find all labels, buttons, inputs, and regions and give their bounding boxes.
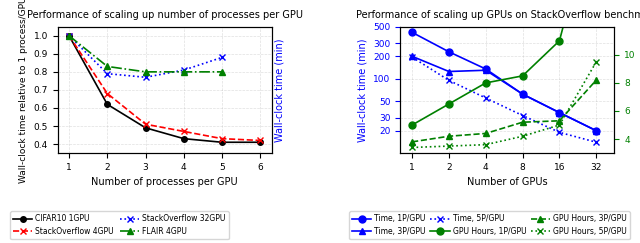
Time, 3P/GPU [408, 55, 416, 58]
Y-axis label: Wall-clock time (min): Wall-clock time (min) [275, 38, 285, 142]
Legend: CIFAR10 1GPU, StackOverflow 4GPU, StackOverflow 32GPU, FLAIR 4GPU: CIFAR10 1GPU, StackOverflow 4GPU, StackO… [10, 211, 228, 239]
GPU Hours, 5P/GPU [445, 145, 452, 148]
CIFAR10 1GPU [141, 126, 149, 129]
GPU Hours, 1P/GPU [408, 123, 416, 126]
GPU Hours, 3P/GPU [556, 119, 563, 122]
X-axis label: Number of processes per GPU: Number of processes per GPU [92, 177, 238, 187]
X-axis label: Number of GPUs: Number of GPUs [467, 177, 548, 187]
StackOverflow 4GPU [218, 137, 226, 140]
Time, 5P/GPU [519, 114, 527, 117]
FLAIR 4GPU [218, 70, 226, 73]
Y-axis label: Wall-clock time (min): Wall-clock time (min) [358, 38, 368, 142]
Time, 5P/GPU [593, 141, 600, 144]
StackOverflow 32GPU [141, 76, 149, 79]
StackOverflow 4GPU [257, 139, 264, 142]
GPU Hours, 5P/GPU [556, 123, 563, 126]
Line: GPU Hours, 5P/GPU: GPU Hours, 5P/GPU [408, 58, 600, 151]
CIFAR10 1GPU [218, 141, 226, 144]
Y-axis label: Wall-clock time relative to 1 process/GPU: Wall-clock time relative to 1 process/GP… [19, 0, 28, 183]
Time, 5P/GPU [556, 131, 563, 134]
GPU Hours, 5P/GPU [519, 135, 527, 138]
GPU Hours, 5P/GPU [482, 143, 490, 146]
Time, 1P/GPU [445, 50, 452, 53]
CIFAR10 1GPU [104, 103, 111, 106]
Time, 5P/GPU [408, 56, 416, 59]
StackOverflow 4GPU [65, 34, 73, 37]
Time, 3P/GPU [593, 129, 600, 132]
StackOverflow 32GPU [180, 69, 188, 71]
Time, 5P/GPU [482, 96, 490, 99]
GPU Hours, 5P/GPU [593, 60, 600, 63]
StackOverflow 4GPU [141, 123, 149, 126]
Line: Time, 3P/GPU: Time, 3P/GPU [408, 53, 600, 134]
GPU Hours, 1P/GPU [482, 81, 490, 84]
Line: StackOverflow 32GPU: StackOverflow 32GPU [67, 33, 225, 80]
Time, 1P/GPU [556, 111, 563, 114]
Title: Performance of scaling up GPUs on StackOverflow benchmark: Performance of scaling up GPUs on StackO… [356, 10, 640, 20]
Line: CIFAR10 1GPU: CIFAR10 1GPU [67, 33, 263, 145]
CIFAR10 1GPU [257, 141, 264, 144]
StackOverflow 32GPU [65, 34, 73, 37]
FLAIR 4GPU [104, 65, 111, 68]
CIFAR10 1GPU [180, 137, 188, 140]
Time, 5P/GPU [445, 79, 452, 82]
StackOverflow 4GPU [104, 92, 111, 95]
StackOverflow 4GPU [180, 130, 188, 133]
Time, 1P/GPU [408, 31, 416, 34]
StackOverflow 32GPU [104, 72, 111, 75]
Time, 3P/GPU [482, 69, 490, 72]
Line: GPU Hours, 3P/GPU: GPU Hours, 3P/GPU [408, 77, 600, 145]
Time, 1P/GPU [593, 129, 600, 132]
FLAIR 4GPU [180, 70, 188, 73]
GPU Hours, 1P/GPU [519, 74, 527, 77]
Line: Time, 5P/GPU: Time, 5P/GPU [408, 54, 600, 146]
GPU Hours, 1P/GPU [445, 103, 452, 105]
Line: FLAIR 4GPU: FLAIR 4GPU [67, 33, 225, 75]
FLAIR 4GPU [141, 70, 149, 73]
GPU Hours, 3P/GPU [519, 121, 527, 124]
Line: GPU Hours, 1P/GPU: GPU Hours, 1P/GPU [408, 0, 600, 129]
Time, 3P/GPU [519, 93, 527, 95]
GPU Hours, 3P/GPU [593, 79, 600, 82]
Time, 1P/GPU [482, 68, 490, 70]
Time, 3P/GPU [445, 70, 452, 73]
GPU Hours, 3P/GPU [408, 140, 416, 143]
GPU Hours, 3P/GPU [482, 132, 490, 135]
StackOverflow 32GPU [218, 56, 226, 59]
FLAIR 4GPU [65, 34, 73, 37]
Legend: Time, 1P/GPU, Time, 3P/GPU, Time, 5P/GPU, GPU Hours, 1P/GPU, GPU Hours, 3P/GPU, : Time, 1P/GPU, Time, 3P/GPU, Time, 5P/GPU… [349, 211, 630, 239]
GPU Hours, 5P/GPU [408, 146, 416, 149]
Line: Time, 1P/GPU: Time, 1P/GPU [408, 29, 600, 134]
GPU Hours, 1P/GPU [556, 39, 563, 42]
Time, 3P/GPU [556, 111, 563, 114]
GPU Hours, 3P/GPU [445, 135, 452, 138]
Title: Performance of scaling up number of processes per GPU: Performance of scaling up number of proc… [27, 10, 303, 20]
Line: StackOverflow 4GPU: StackOverflow 4GPU [67, 33, 263, 143]
Time, 1P/GPU [519, 93, 527, 95]
CIFAR10 1GPU [65, 34, 73, 37]
